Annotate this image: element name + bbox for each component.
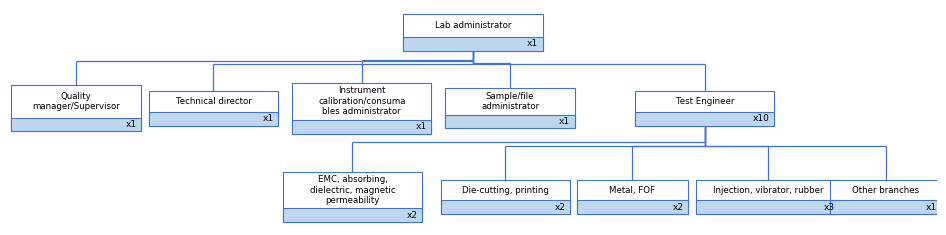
FancyBboxPatch shape bbox=[292, 120, 431, 134]
Text: Metal, FOF: Metal, FOF bbox=[609, 186, 656, 195]
Text: x2: x2 bbox=[407, 211, 417, 220]
FancyBboxPatch shape bbox=[149, 112, 278, 125]
FancyBboxPatch shape bbox=[696, 200, 840, 214]
FancyBboxPatch shape bbox=[149, 91, 278, 125]
FancyBboxPatch shape bbox=[403, 37, 543, 51]
Text: x2: x2 bbox=[554, 203, 566, 212]
FancyBboxPatch shape bbox=[403, 14, 543, 51]
FancyBboxPatch shape bbox=[441, 200, 570, 214]
FancyBboxPatch shape bbox=[830, 180, 941, 214]
Text: Other branches: Other branches bbox=[852, 186, 920, 195]
FancyBboxPatch shape bbox=[830, 200, 941, 214]
FancyBboxPatch shape bbox=[283, 208, 422, 222]
Text: x1: x1 bbox=[527, 39, 538, 48]
FancyBboxPatch shape bbox=[283, 172, 422, 222]
Text: x1: x1 bbox=[559, 117, 570, 126]
FancyBboxPatch shape bbox=[11, 118, 141, 131]
Text: x1: x1 bbox=[125, 120, 136, 129]
FancyBboxPatch shape bbox=[577, 180, 688, 214]
Text: Quality
manager/Supervisor: Quality manager/Supervisor bbox=[32, 92, 120, 111]
Text: x2: x2 bbox=[673, 203, 683, 212]
FancyBboxPatch shape bbox=[636, 112, 774, 125]
Text: Test Engineer: Test Engineer bbox=[675, 97, 734, 106]
Text: Sample/file
administrator: Sample/file administrator bbox=[481, 92, 539, 111]
Text: EMC, absorbing,
dielectric, magnetic
permeability: EMC, absorbing, dielectric, magnetic per… bbox=[309, 175, 395, 205]
Text: x1: x1 bbox=[925, 203, 937, 212]
FancyBboxPatch shape bbox=[696, 180, 840, 214]
Text: x10: x10 bbox=[753, 114, 770, 123]
Text: Lab administrator: Lab administrator bbox=[435, 21, 511, 30]
Text: x3: x3 bbox=[824, 203, 835, 212]
FancyBboxPatch shape bbox=[11, 85, 141, 131]
FancyBboxPatch shape bbox=[636, 91, 774, 125]
FancyBboxPatch shape bbox=[441, 180, 570, 214]
FancyBboxPatch shape bbox=[446, 115, 575, 129]
FancyBboxPatch shape bbox=[577, 200, 688, 214]
Text: x1: x1 bbox=[415, 122, 427, 131]
FancyBboxPatch shape bbox=[446, 88, 575, 129]
Text: Injection, vibrator, rubber: Injection, vibrator, rubber bbox=[712, 186, 823, 195]
Text: x1: x1 bbox=[263, 114, 273, 123]
Text: Technical director: Technical director bbox=[176, 97, 252, 106]
FancyBboxPatch shape bbox=[292, 83, 431, 134]
Text: Instrument
calibration/consuma
bles administrator: Instrument calibration/consuma bles admi… bbox=[318, 86, 406, 116]
Text: Die-cutting, printing: Die-cutting, printing bbox=[462, 186, 549, 195]
